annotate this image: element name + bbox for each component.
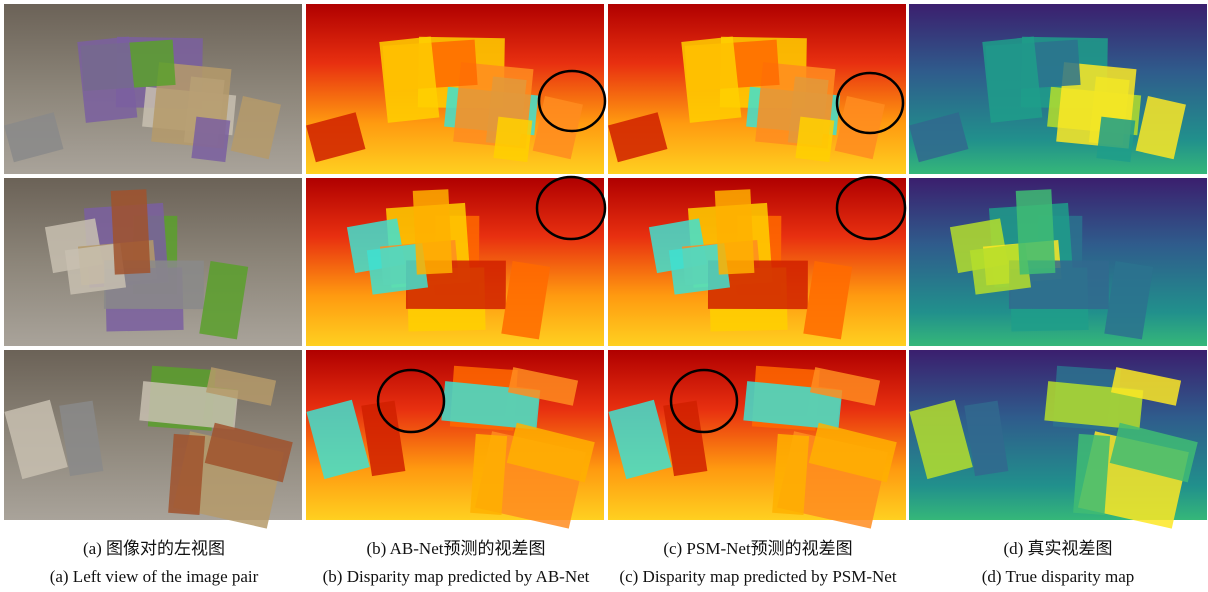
panel-grid [4,4,1207,529]
figure: (a) 图像对的左视图 (a) Left view of the image pa… [0,0,1208,592]
object-shape [715,189,755,274]
object-shape [795,117,834,163]
object-shape [1096,117,1135,163]
object-shape [1073,434,1110,515]
object-shape [77,37,137,123]
caption-en: (b) Disparity map predicted by AB-Net [323,567,590,586]
caption-en: (c) Disparity map predicted by PSM-Net [619,567,896,586]
object-shape [111,189,151,274]
caption-en: (d) True disparity map [982,567,1135,586]
object-shape [168,434,205,515]
object-shape [1016,189,1056,274]
object-shape [191,117,230,163]
object-shape [413,189,453,274]
caption-en: (a) Left view of the image pair [50,567,259,586]
object-shape [470,434,507,515]
captions: (a) 图像对的左视图 (a) Left view of the image pa… [50,539,1135,586]
caption-zh: (d) 真实视差图 [1003,539,1112,558]
caption-zh: (a) 图像对的左视图 [83,539,225,558]
object-shape [772,434,809,515]
caption-zh: (b) AB-Net预测的视差图 [367,539,546,558]
caption-zh: (c) PSM-Net预测的视差图 [663,539,852,558]
object-shape [493,117,532,163]
object-shape [982,37,1042,123]
object-shape [681,37,741,123]
object-shape [379,37,439,123]
